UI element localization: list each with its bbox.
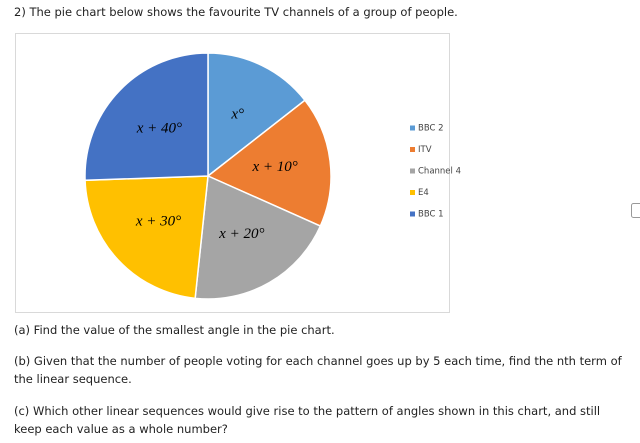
question: 2) The pie chart below shows the favouri…: [14, 5, 458, 19]
scroll-box: [631, 203, 640, 218]
slice-label: x°: [230, 107, 244, 123]
pie-slice: [84, 175, 209, 300]
part-c: (c) Which other linear sequences would g…: [14, 404, 601, 436]
legend-label: ITV: [418, 145, 432, 155]
chart: x° x + 10° x + 20° x + 30° x + 40° BBC 2 ITV Ch…: [15, 33, 640, 313]
legend-label: BBC 1: [418, 210, 444, 220]
pie-slice: [206, 99, 332, 228]
pie-slice: [207, 52, 306, 178]
part-b: (b) Given that the number of people voti…: [14, 354, 622, 386]
legend-swatch: [410, 125, 415, 131]
slice-label: x + 40°: [136, 120, 182, 136]
legend-swatch: [410, 168, 415, 174]
slice-label: x + 30°: [135, 214, 181, 230]
legend-label: BBC 2: [418, 124, 444, 134]
slice-label: x + 10°: [252, 159, 298, 175]
pie-slice: [194, 174, 322, 300]
legend-swatch: [410, 211, 415, 217]
pie-slice: [84, 52, 209, 182]
legend-label: E4: [418, 188, 429, 198]
legend-label: Channel 4: [418, 167, 461, 177]
slice-label: x + 20°: [218, 226, 264, 242]
legend-swatch: [410, 147, 415, 152]
legend-swatch: [410, 190, 415, 195]
part-a: (a) Find the value of the smallest angle…: [14, 323, 335, 337]
